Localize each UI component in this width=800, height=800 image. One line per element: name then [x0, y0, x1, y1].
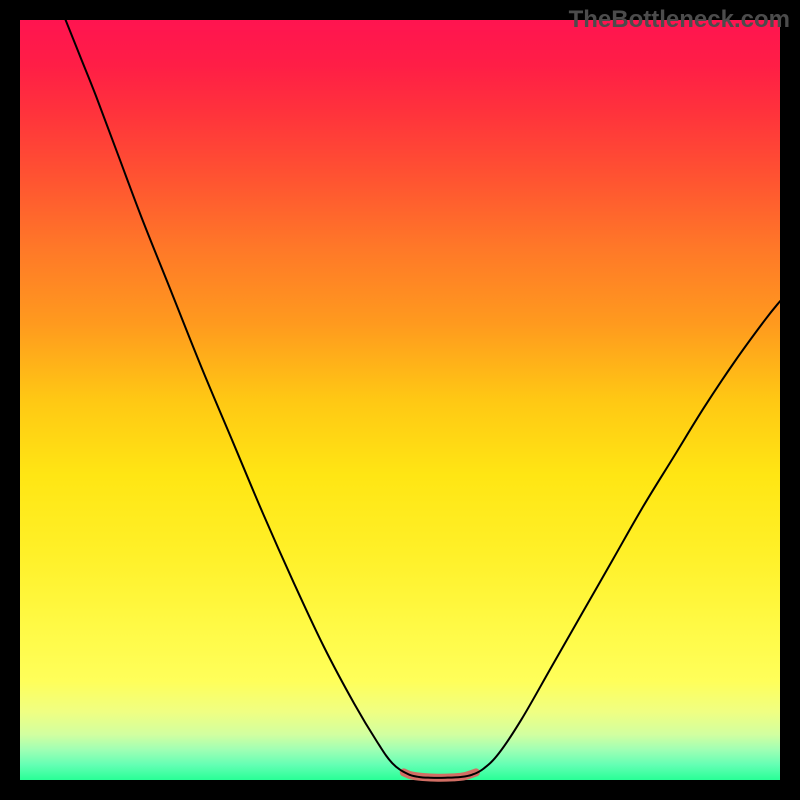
bottleneck-curve-chart: [0, 0, 800, 800]
plot-background: [20, 20, 780, 780]
chart-container: TheBottleneck.com: [0, 0, 800, 800]
watermark-label: TheBottleneck.com: [569, 6, 790, 34]
